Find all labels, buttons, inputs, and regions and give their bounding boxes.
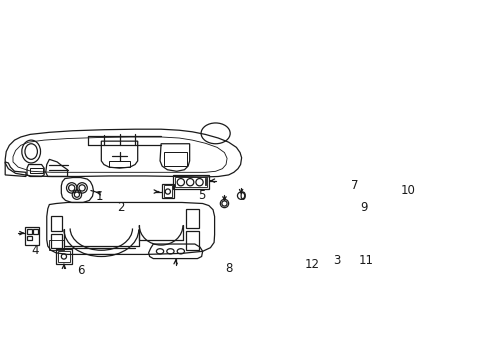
Bar	[27, 236, 32, 240]
Bar	[33, 229, 38, 234]
Text: 2: 2	[117, 201, 124, 213]
Bar	[324, 223, 346, 252]
Text: 6: 6	[77, 264, 84, 276]
Text: 7: 7	[350, 179, 357, 192]
Bar	[204, 178, 206, 185]
Bar	[25, 227, 40, 245]
Text: 3: 3	[332, 254, 340, 267]
Bar	[27, 229, 32, 234]
Bar	[58, 251, 70, 262]
Text: 11: 11	[358, 254, 373, 267]
Bar	[337, 225, 344, 236]
Bar	[283, 225, 292, 250]
Bar	[306, 232, 314, 252]
Bar	[51, 216, 62, 231]
Bar	[175, 177, 207, 188]
Bar	[325, 225, 335, 236]
Bar	[49, 240, 64, 250]
Bar	[162, 184, 173, 198]
Bar	[56, 249, 72, 264]
Bar	[30, 168, 43, 174]
Bar	[185, 209, 199, 229]
Text: 10: 10	[400, 184, 415, 197]
Bar	[163, 152, 187, 166]
Bar	[325, 238, 335, 249]
Text: 8: 8	[224, 262, 232, 275]
Text: 5: 5	[198, 189, 205, 202]
Bar	[173, 175, 209, 189]
Bar	[185, 230, 199, 250]
Text: 4: 4	[32, 244, 39, 257]
Text: 12: 12	[304, 258, 319, 271]
Text: 9: 9	[359, 201, 367, 214]
Bar	[284, 228, 290, 234]
Bar	[51, 234, 62, 248]
Bar	[163, 185, 172, 197]
Text: 1: 1	[96, 190, 103, 203]
